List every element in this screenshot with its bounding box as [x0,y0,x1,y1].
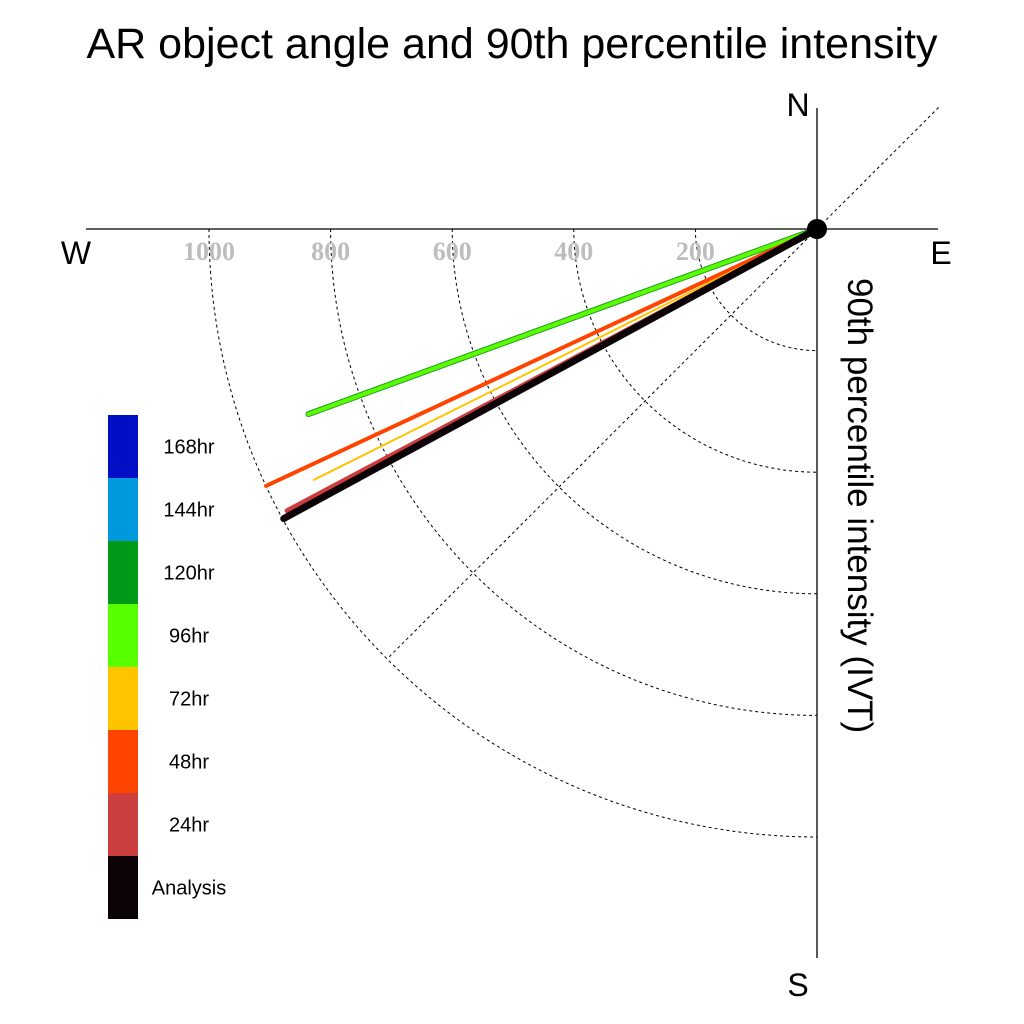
legend-swatch-48hr [108,730,138,793]
legend-label-120hr: 120hr [163,563,214,585]
tick-label-800: 800 [311,237,350,266]
legend-label-24hr: 24hr [169,815,209,837]
compass-south: S [787,967,808,1003]
legend-label-48hr: 48hr [169,752,209,774]
grid-arc-600 [451,228,818,595]
legend-label-96hr: 96hr [169,626,209,648]
legend-swatch-120hr [108,541,138,604]
vector-96hr [306,227,819,417]
tick-label-600: 600 [433,237,472,266]
vector-48hr [263,227,819,488]
legend-swatch-168hr [108,415,138,478]
compass-north: N [786,87,809,123]
legend-swatch-144hr [108,478,138,541]
grid-arc-200 [694,228,818,352]
legend-swatch-analysis [108,856,138,919]
tick-label-1000: 1000 [183,237,235,266]
vector-analysis [280,225,821,523]
grid-arc-400 [573,228,818,473]
compass-axes: N S E W [61,87,952,1003]
grid-diagonal [386,107,939,660]
legend-swatch-24hr [108,793,138,856]
radial-axis-label: 90th percentile intensity (IVT) [840,278,879,733]
legend-swatch-72hr [108,667,138,730]
legend: 168hr 144hr 120hr 96hr 72hr 48hr 24hr Analysis [108,415,226,919]
compass-east: E [930,235,951,271]
legend-swatch-96hr [108,604,138,667]
legend-label-72hr: 72hr [169,689,209,711]
legend-label-analysis: Analysis [152,878,226,900]
tick-label-400: 400 [554,237,593,266]
radial-tick-labels: 200 400 600 800 1000 [183,237,715,266]
grid-arc-800 [330,228,818,716]
tick-label-200: 200 [676,237,715,266]
legend-label-144hr: 144hr [163,500,214,522]
origin-marker [807,219,827,239]
intensity-vectors [263,225,821,523]
legend-label-168hr: 168hr [163,437,214,459]
polar-grid [208,107,939,838]
grid-arc-1000 [208,228,818,838]
chart-title: AR object angle and 90th percentile inte… [87,20,938,68]
compass-west: W [61,235,92,271]
